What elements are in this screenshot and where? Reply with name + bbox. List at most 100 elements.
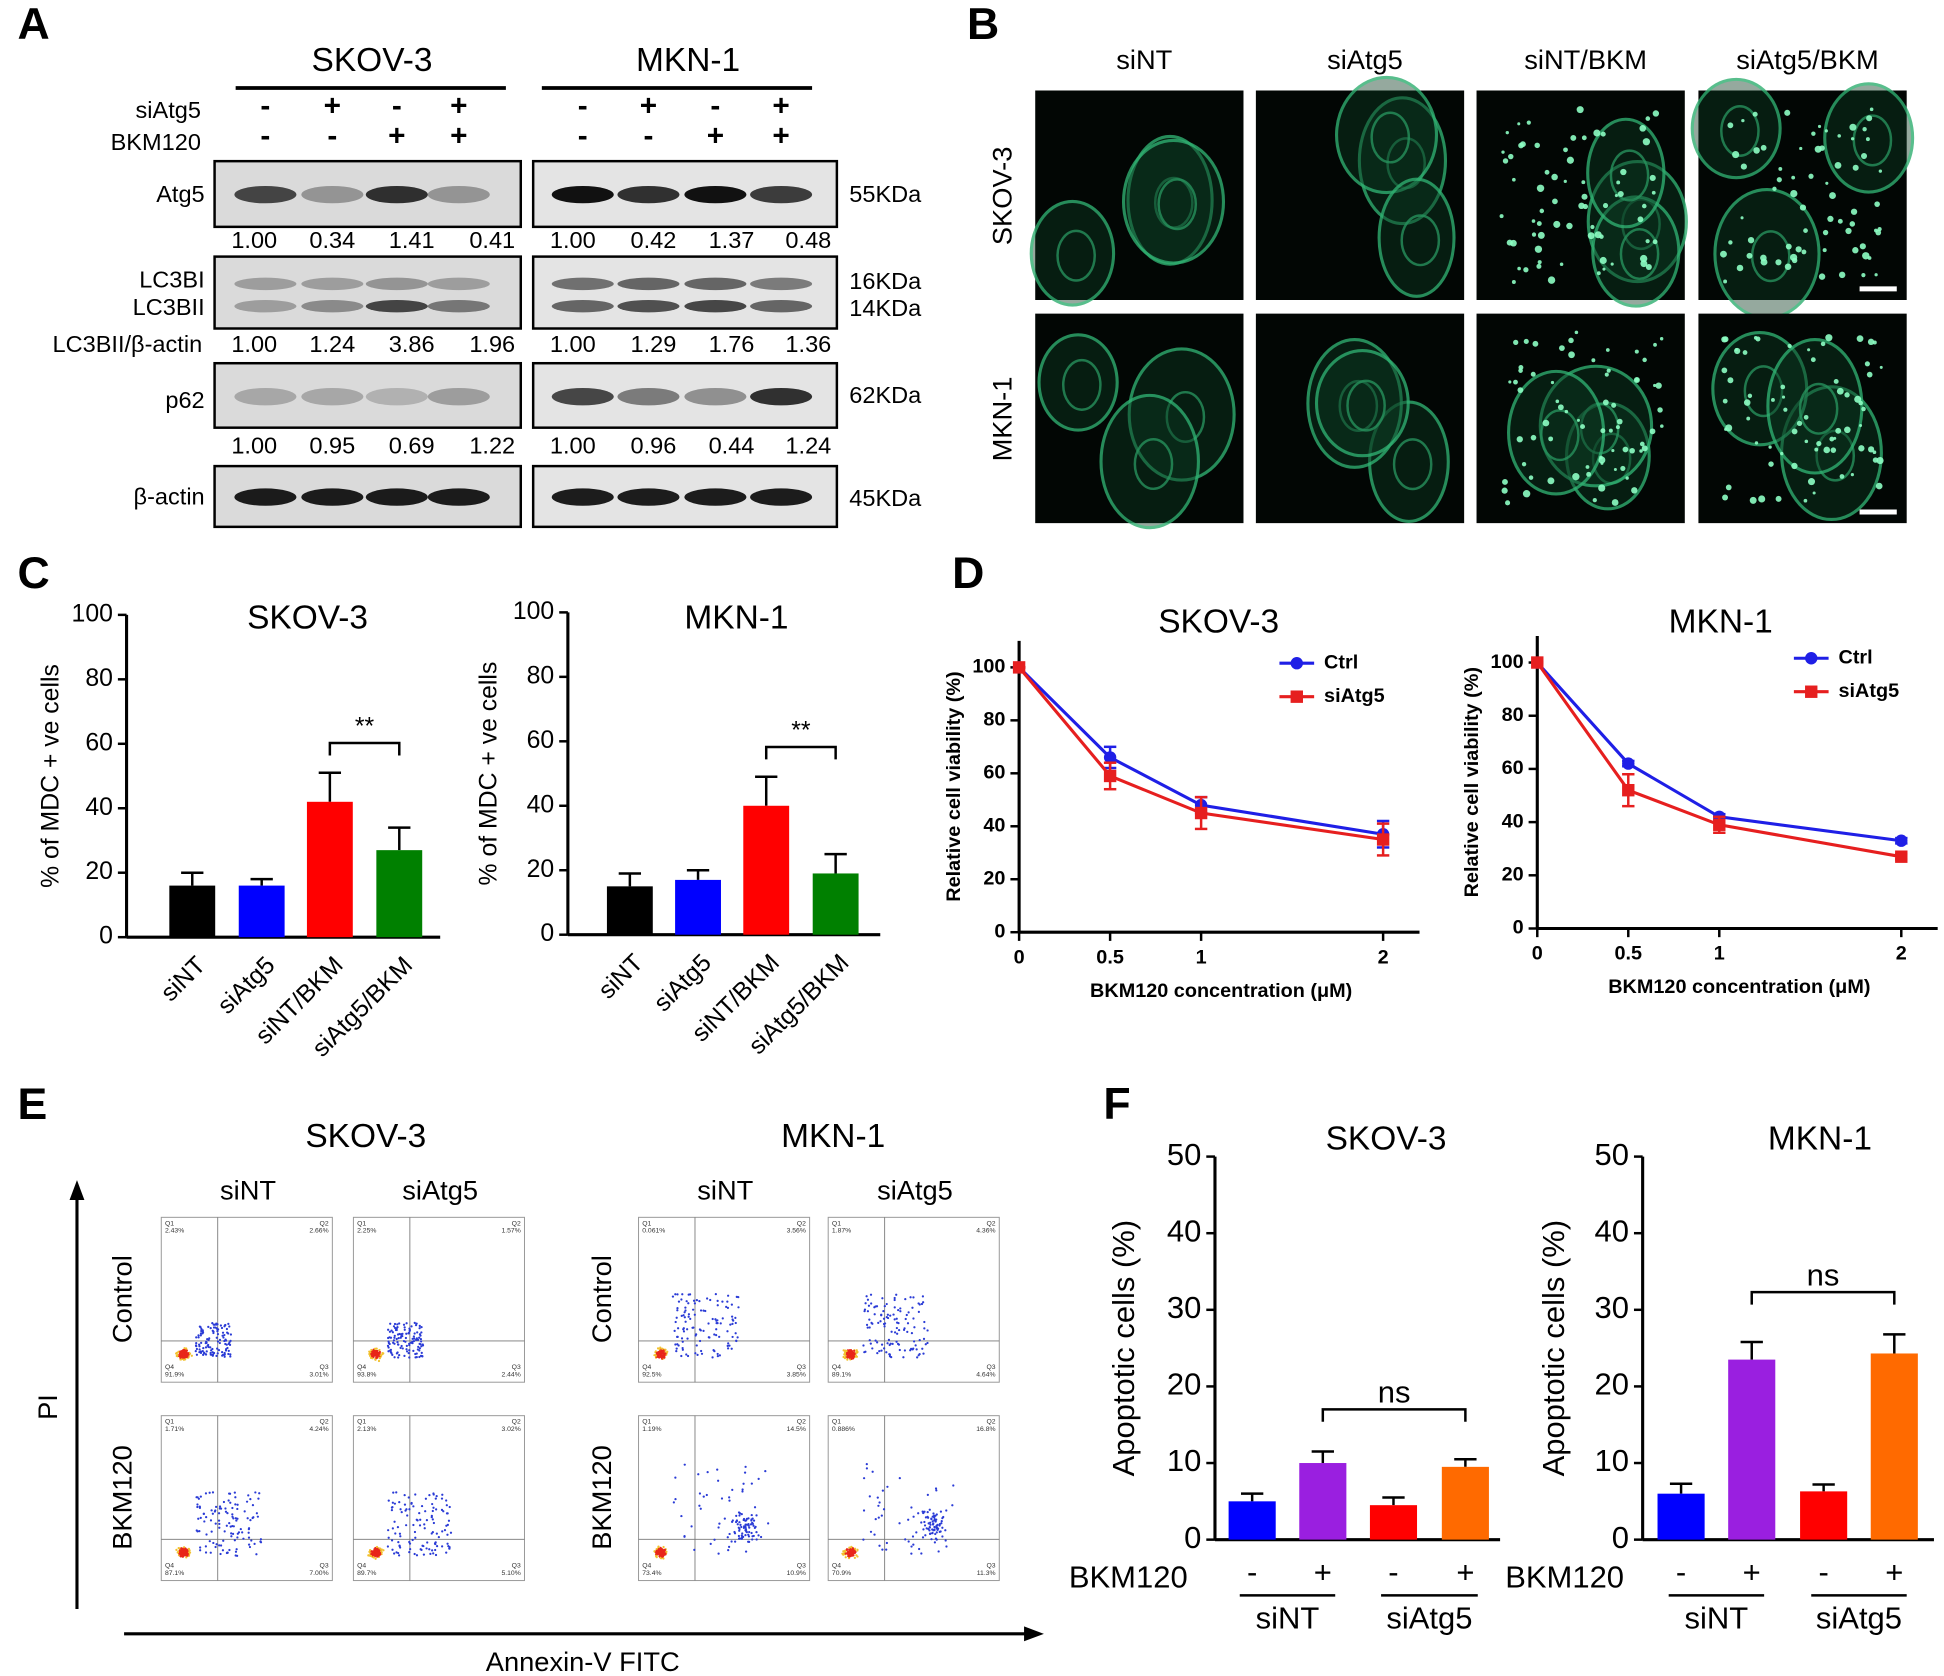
- quadrant-name: Q2: [797, 1419, 806, 1426]
- chart-title: SKOV-3: [1326, 1120, 1447, 1157]
- event-dot: [660, 1355, 663, 1359]
- event-dot: [702, 1329, 705, 1333]
- blot-band: [234, 277, 297, 291]
- autophagosome-dot: [1599, 455, 1603, 460]
- autophagosome-dot: [1796, 420, 1803, 427]
- y-tick-label: 30: [1167, 1290, 1201, 1325]
- autophagosome-dot: [1523, 338, 1529, 344]
- event-dot: [941, 1516, 944, 1520]
- y-tick-label: 40: [1167, 1213, 1201, 1248]
- event-dot: [258, 1492, 261, 1495]
- event-dot: [375, 1545, 379, 1549]
- event-dot: [396, 1526, 400, 1529]
- event-dot: [683, 1463, 686, 1466]
- event-dot: [916, 1356, 919, 1359]
- event-dot: [868, 1495, 871, 1498]
- quant-value: 1.00: [231, 227, 277, 253]
- event-dot: [423, 1527, 426, 1530]
- autophagosome-dot: [1512, 177, 1516, 182]
- event-dot: [399, 1336, 402, 1339]
- event-dot: [888, 1355, 892, 1358]
- event-dot: [912, 1347, 915, 1350]
- event-dot: [921, 1347, 924, 1350]
- event-dot: [674, 1320, 677, 1324]
- event-dot: [731, 1488, 734, 1492]
- event-dot: [680, 1298, 683, 1301]
- event-dot: [734, 1316, 737, 1319]
- chart-title: SKOV-3: [247, 600, 368, 637]
- blot-band: [365, 277, 428, 291]
- event-dot: [223, 1339, 226, 1343]
- event-dot: [205, 1350, 208, 1353]
- event-dot: [408, 1508, 411, 1511]
- autophagosome-dot: [1743, 399, 1751, 406]
- nucleus-outline: [1346, 379, 1386, 432]
- event-dot: [199, 1495, 202, 1498]
- event-dot: [415, 1322, 418, 1325]
- event-dot: [674, 1343, 677, 1346]
- event-dot: [920, 1552, 923, 1555]
- event-dot: [862, 1509, 866, 1512]
- cell-line-label: MKN-1: [781, 1118, 885, 1155]
- event-dot: [662, 1545, 665, 1549]
- autophagosome-dot: [1812, 491, 1816, 495]
- event-dot: [662, 1352, 665, 1355]
- event-dot: [903, 1327, 906, 1330]
- autophagosome-dot: [1825, 181, 1829, 185]
- event-dot: [392, 1341, 395, 1344]
- autophagosome-dot: [1593, 129, 1601, 137]
- event-dot: [878, 1350, 881, 1353]
- event-dot: [393, 1334, 396, 1337]
- event-dot: [437, 1536, 440, 1539]
- bar: [675, 879, 721, 935]
- event-dot: [871, 1470, 874, 1473]
- event-dot: [682, 1314, 685, 1317]
- event-dot: [737, 1296, 740, 1299]
- event-dot: [404, 1336, 408, 1340]
- event-dot: [910, 1332, 914, 1335]
- legend-marker: [1805, 685, 1818, 698]
- event-dot: [229, 1355, 232, 1358]
- treatment-sign: +: [450, 90, 467, 123]
- event-dot: [208, 1540, 211, 1543]
- event-dot: [195, 1496, 198, 1499]
- autophagosome-dot: [1822, 248, 1827, 253]
- event-dot: [846, 1356, 849, 1359]
- autophagosome-dot: [1852, 247, 1859, 254]
- event-dot: [714, 1318, 717, 1321]
- event-dot: [736, 1523, 739, 1526]
- event-dot: [394, 1328, 398, 1332]
- event-dot: [849, 1351, 853, 1354]
- event-dot: [230, 1532, 233, 1535]
- event-dot: [378, 1352, 381, 1355]
- event-dot: [842, 1553, 845, 1556]
- micrograph: [1255, 90, 1465, 300]
- event-dot: [726, 1330, 729, 1333]
- event-dot: [403, 1503, 407, 1506]
- event-dot: [229, 1353, 232, 1356]
- autophagosome-dot: [1534, 245, 1543, 253]
- event-dot: [378, 1547, 382, 1550]
- event-dot: [388, 1349, 392, 1352]
- event-dot: [403, 1326, 406, 1329]
- event-dot: [897, 1308, 900, 1312]
- event-dot: [379, 1354, 382, 1357]
- event-dot: [197, 1336, 200, 1339]
- event-dot: [675, 1316, 678, 1319]
- event-dot: [178, 1549, 181, 1552]
- autophagosome-dot: [1833, 378, 1839, 384]
- event-dot: [738, 1537, 741, 1540]
- event-dot: [402, 1339, 406, 1343]
- autophagosome-dot: [1829, 192, 1836, 200]
- autophagosome-dot: [1642, 138, 1651, 146]
- event-dot: [928, 1532, 932, 1536]
- event-dot: [219, 1324, 223, 1327]
- event-dot: [663, 1354, 666, 1357]
- quadrant-name: Q2: [320, 1220, 329, 1227]
- event-dot: [180, 1356, 183, 1359]
- autophagosome-dot: [1747, 393, 1753, 399]
- event-dot: [195, 1529, 198, 1532]
- autophagosome-dot: [1611, 402, 1617, 408]
- autophagosome-dot: [1727, 122, 1734, 129]
